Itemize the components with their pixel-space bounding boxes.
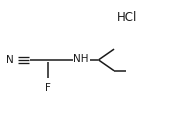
Text: NH: NH bbox=[73, 54, 89, 64]
Text: N: N bbox=[7, 55, 14, 65]
Text: F: F bbox=[45, 83, 51, 93]
Text: HCl: HCl bbox=[117, 11, 137, 24]
